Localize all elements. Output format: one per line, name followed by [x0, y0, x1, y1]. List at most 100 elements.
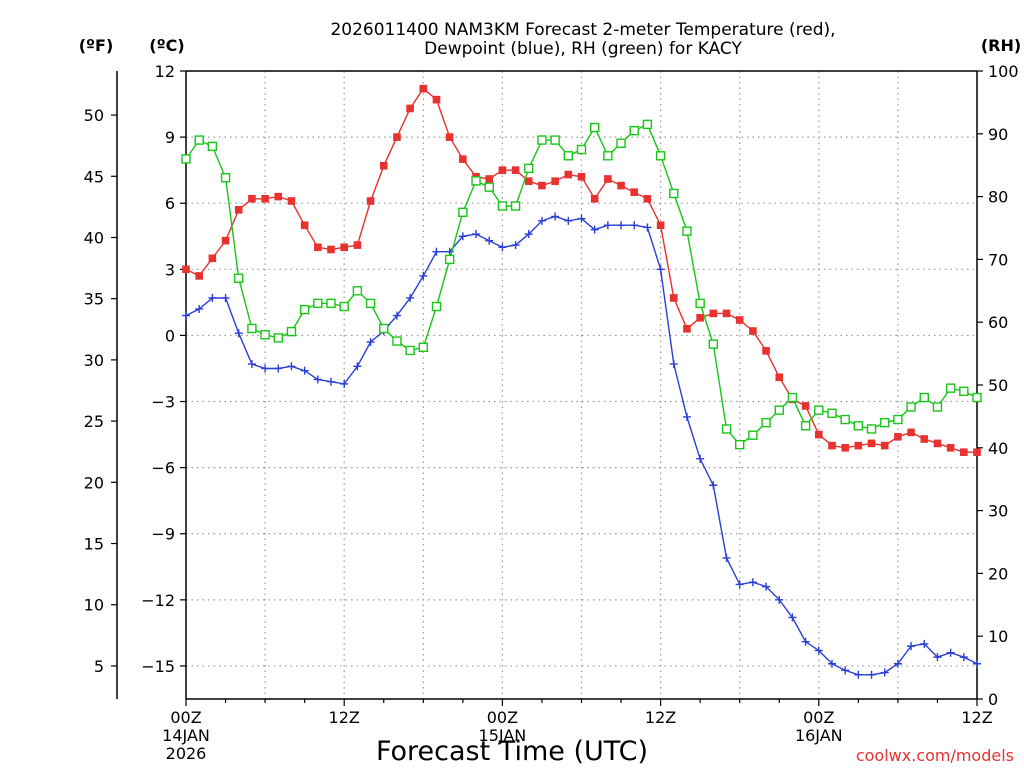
rh-point — [761, 417, 771, 428]
rh-point — [392, 336, 402, 346]
celsius-tick-label: 6 — [165, 194, 175, 213]
rh-point — [471, 176, 481, 186]
rh-point — [682, 226, 692, 236]
dewpoint-point — [261, 364, 270, 373]
temperature-point — [419, 84, 428, 93]
rh-point — [853, 421, 864, 431]
dewpoint-point — [340, 379, 349, 388]
temperature-point — [393, 133, 401, 141]
temperature-point — [801, 402, 810, 410]
rh-point — [655, 151, 666, 161]
rh-point — [893, 414, 903, 425]
rh-tick-label: 40 — [988, 439, 1008, 458]
dewpoint-point — [537, 216, 546, 225]
temperature-point — [208, 254, 217, 263]
temperature-point — [182, 265, 190, 274]
rh-point — [405, 345, 415, 356]
rh-point — [735, 439, 745, 450]
data-series — [181, 84, 982, 679]
fahrenheit-tick-label: 50 — [84, 106, 104, 125]
temperature-point — [696, 313, 704, 322]
dewpoint-point — [195, 304, 204, 313]
rh-point — [286, 326, 297, 337]
rh-point — [524, 163, 534, 174]
dewpoint-point — [893, 659, 902, 668]
temperature-point — [617, 181, 625, 190]
fahrenheit-tick-label: 15 — [84, 535, 104, 554]
rh-point — [906, 402, 916, 412]
x-tick-label: 00Z — [487, 708, 518, 727]
dewpoint-point — [973, 659, 981, 668]
temperature-point — [643, 195, 652, 203]
celsius-tick-label: −3 — [151, 393, 175, 412]
axes — [116, 70, 978, 700]
rh-point — [563, 151, 574, 161]
dewpoint-point — [827, 659, 836, 668]
x-tick-date: 15JAN — [479, 726, 527, 745]
dewpoint-point — [472, 230, 481, 239]
temperature-point — [709, 309, 718, 318]
fahrenheit-tick-label: 30 — [84, 351, 104, 370]
dewpoint-point — [867, 670, 876, 679]
dewpoint-point — [946, 648, 955, 657]
rh-point — [603, 151, 613, 161]
rh-point — [708, 339, 719, 349]
temperature-point — [261, 195, 269, 203]
rh-point — [748, 430, 758, 440]
dewpoint-point — [221, 293, 230, 302]
fahrenheit-tick-label: 25 — [84, 412, 104, 431]
temperature-point — [459, 155, 467, 163]
dewpoint-point — [959, 653, 968, 662]
dewpoint-point — [419, 271, 428, 280]
temperature-point — [234, 206, 243, 214]
celsius-tick-label: −15 — [141, 657, 175, 676]
dewpoint-point — [854, 670, 863, 679]
chart-subtitle: Dewpoint (blue), RH (green) for KACY — [424, 39, 742, 59]
dewpoint-point — [920, 639, 929, 648]
temperature-point — [735, 316, 744, 324]
fahrenheit-tick-label: 5 — [94, 657, 104, 676]
rh-point — [972, 392, 982, 403]
dewpoint-point — [880, 668, 889, 677]
dewpoint-point — [617, 221, 626, 230]
dewpoint-point — [564, 216, 573, 225]
rh-point — [866, 424, 877, 434]
celsius-tick-label: 0 — [165, 326, 175, 345]
temperature-point — [445, 133, 454, 141]
dewpoint-point — [300, 366, 309, 375]
rh-point — [945, 383, 956, 393]
rh-point — [234, 273, 244, 283]
rh-point — [260, 330, 270, 340]
credit-link[interactable]: coolwx.com/models — [856, 746, 1014, 765]
dewpoint-point — [551, 212, 560, 221]
rh-point — [418, 342, 428, 353]
rh-point — [484, 182, 494, 192]
temperature-point — [379, 161, 388, 170]
celsius-axis-label: (ºC) — [149, 36, 184, 55]
temperature-point — [656, 221, 665, 230]
dewpoint-point — [735, 580, 744, 589]
rh-point — [220, 173, 231, 183]
dewpoint-point — [498, 243, 507, 252]
rh-tick-label: 70 — [988, 250, 1008, 269]
dewpoint-point — [682, 412, 691, 421]
temperature-point — [300, 221, 309, 230]
dewpoint-point — [590, 225, 599, 234]
fahrenheit-tick-label: 10 — [84, 596, 104, 615]
dewpoint-point — [748, 578, 757, 587]
temperature-point — [946, 444, 955, 452]
temperature-point — [564, 170, 573, 179]
temperature-point — [511, 166, 520, 174]
rh-point — [932, 402, 943, 412]
dewpoint-point — [669, 360, 678, 369]
rh-point — [207, 141, 218, 152]
temperature-point — [287, 197, 296, 205]
rh-tick-label: 10 — [988, 627, 1008, 646]
dewpoint-point — [656, 265, 665, 274]
rh-point — [497, 201, 508, 211]
temperature-point — [577, 172, 586, 181]
rh-tick-label: 0 — [988, 690, 998, 709]
rh-point — [840, 414, 850, 425]
